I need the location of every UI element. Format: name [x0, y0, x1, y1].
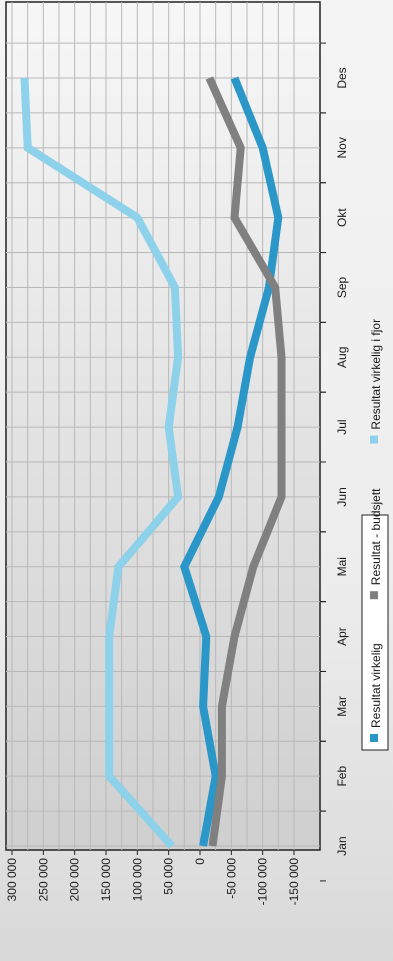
- data-point-resultat-virkelig-i-fjor: [108, 775, 110, 777]
- value-tick-label: -150 000: [287, 858, 301, 906]
- data-point-resultat-virkelig: [202, 845, 204, 847]
- data-point-resultat-budsjett: [280, 356, 282, 358]
- plot-area: [5, 1, 321, 851]
- data-point-resultat-budsjett: [212, 845, 214, 847]
- data-point-resultat-virkelig-i-fjor: [174, 286, 176, 288]
- value-tick-label: 200 000: [68, 858, 82, 902]
- data-point-resultat-virkelig: [249, 356, 251, 358]
- legend-swatch-resultat-virkelig-i-fjor: [370, 435, 378, 444]
- data-point-resultat-budsjett: [221, 775, 223, 777]
- value-tick-label: 50 000: [162, 858, 176, 895]
- data-point-resultat-virkelig: [205, 636, 207, 638]
- month-label-sep: Sep: [335, 276, 349, 298]
- data-point-resultat-virkelig-i-fjor: [136, 217, 138, 219]
- month-label-nov: Nov: [335, 137, 349, 158]
- data-point-resultat-virkelig: [202, 705, 204, 707]
- series-line-resultat-budsjett: [205, 76, 286, 847]
- data-point-resultat-budsjett: [233, 217, 235, 219]
- month-label-okt: Okt: [335, 208, 349, 227]
- month-label-aug: Aug: [335, 347, 349, 368]
- data-point-resultat-virkelig-i-fjor: [27, 147, 29, 149]
- data-point-resultat-budsjett: [240, 147, 242, 149]
- month-axis-ticks: Jan Feb Mar Apr Mai Jun Jul Aug Sep Okt Nov Des: [320, 42, 349, 882]
- data-point-resultat-virkelig-i-fjor: [108, 705, 110, 707]
- data-point-resultat-virkelig: [183, 566, 185, 568]
- legend-box: [361, 514, 389, 751]
- data-point-resultat-budsjett: [233, 636, 235, 638]
- legend-label-resultat-virkelig: Resultat virkelig: [369, 643, 383, 728]
- data-point-resultat-virkelig: [262, 147, 264, 149]
- data-point-resultat-budsjett: [274, 286, 276, 288]
- month-label-jan: Jan: [335, 836, 349, 855]
- data-point-resultat-budsjett: [208, 77, 210, 79]
- value-axis-ticks: 300 000 250 000 200 000 150 000 100 000 50 00…: [5, 850, 301, 905]
- legend-swatch-resultat-budsjett: [370, 591, 378, 600]
- data-point-resultat-virkelig-i-fjor: [177, 356, 179, 358]
- data-point-resultat-virkelig-i-fjor: [118, 566, 120, 568]
- legend-swatch-resultat-virkelig: [370, 734, 378, 742]
- legend-label-resultat-budsjett: Resultat - budsjett: [369, 488, 383, 585]
- month-label-des: Des: [335, 67, 349, 88]
- data-point-resultat-virkelig: [218, 496, 220, 498]
- data-point-resultat-budsjett: [280, 426, 282, 428]
- series-line-resultat-virkelig: [180, 76, 283, 847]
- value-tick-label: -100 000: [256, 858, 270, 906]
- data-point-resultat-virkelig-i-fjor: [171, 845, 173, 847]
- value-tick-label: 100 000: [130, 858, 144, 902]
- data-point-resultat-virkelig: [268, 286, 270, 288]
- data-point-resultat-budsjett: [280, 496, 282, 498]
- legend-label-resultat-virkelig-i-fjor: Resultat virkelig i fjor: [369, 319, 383, 430]
- data-point-resultat-virkelig: [237, 426, 239, 428]
- data-point-resultat-budsjett: [221, 705, 223, 707]
- data-point-resultat-budsjett: [252, 566, 254, 568]
- legend: Resultat virkelig Resultat - budsjett Resu…: [361, 319, 389, 751]
- month-label-jun: Jun: [335, 487, 349, 506]
- month-label-apr: Apr: [335, 627, 349, 646]
- month-label-feb: Feb: [335, 766, 349, 787]
- value-tick-label: -50 000: [224, 858, 238, 899]
- data-point-resultat-virkelig-i-fjor: [24, 77, 26, 79]
- data-point-resultat-virkelig: [215, 775, 217, 777]
- data-point-resultat-virkelig-i-fjor: [177, 496, 179, 498]
- value-tick-label: 250 000: [36, 858, 50, 902]
- month-label-mar: Mar: [335, 696, 349, 717]
- data-point-resultat-virkelig-i-fjor: [108, 636, 110, 638]
- value-tick-label: 300 000: [5, 858, 19, 902]
- value-tick-label: 150 000: [99, 858, 113, 902]
- data-point-resultat-virkelig: [277, 217, 279, 219]
- month-label-mai: Mai: [335, 557, 349, 576]
- series-line-resultat-virkelig-i-fjor: [20, 77, 183, 849]
- month-label-jul: Jul: [335, 419, 349, 434]
- series-layer: [20, 76, 286, 849]
- value-tick-label: 0: [193, 858, 207, 865]
- data-point-resultat-virkelig: [233, 77, 235, 79]
- data-point-resultat-virkelig-i-fjor: [168, 426, 170, 428]
